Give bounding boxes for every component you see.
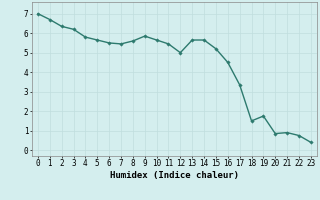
X-axis label: Humidex (Indice chaleur): Humidex (Indice chaleur) — [110, 171, 239, 180]
